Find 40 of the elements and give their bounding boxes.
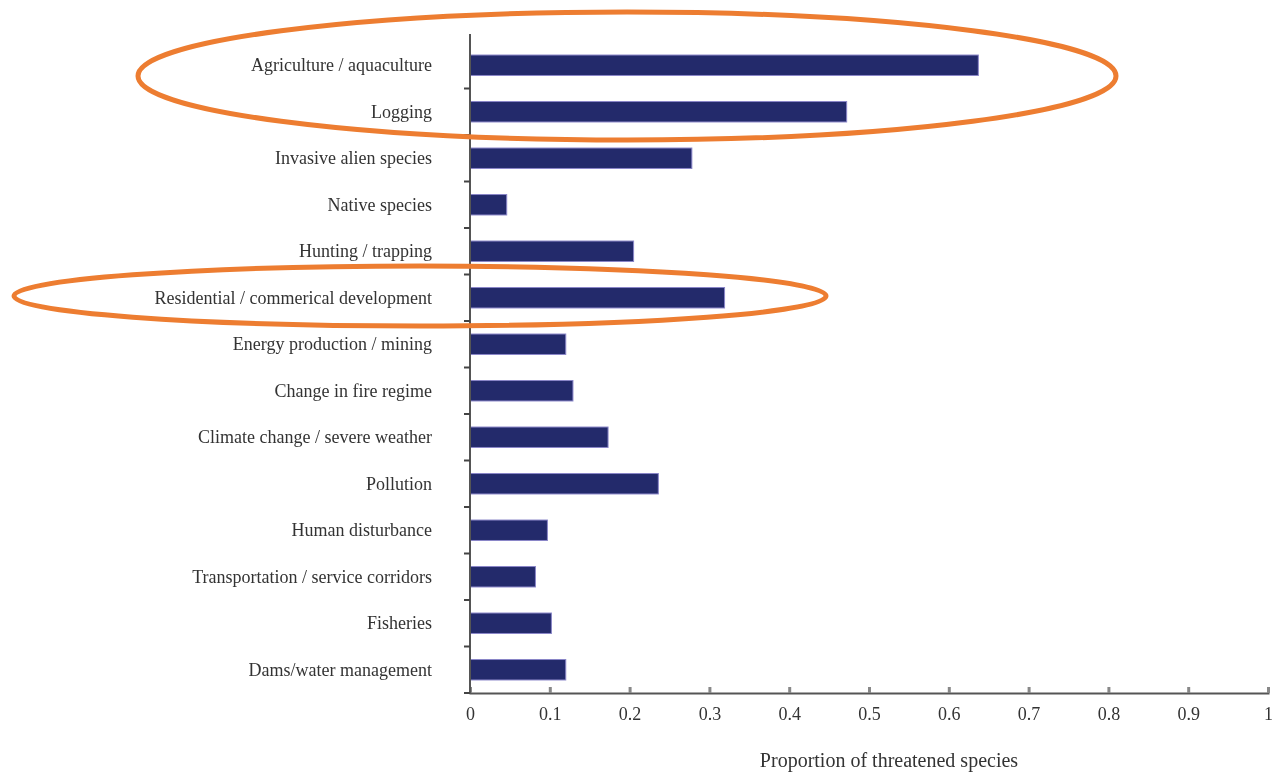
y-tick-label: Energy production / mining (232, 334, 432, 355)
bar (469, 194, 508, 216)
bar (469, 612, 552, 634)
bar (469, 566, 536, 588)
bar (469, 54, 979, 76)
x-tick-label: 0.7 (1017, 703, 1041, 724)
x-tick-label: 0.4 (778, 703, 801, 724)
x-tick-label: 0.9 (1177, 703, 1200, 724)
y-tick-label: Fisheries (367, 613, 432, 634)
y-tick-label: Pollution (365, 473, 432, 494)
bar (469, 101, 848, 123)
y-tick-label: Change in fire regime (274, 380, 432, 401)
x-tick-label: 0.2 (618, 703, 642, 724)
bar (469, 519, 548, 541)
bar (469, 147, 693, 169)
x-tick-label: 0 (466, 703, 475, 724)
bar (469, 426, 609, 448)
bar (469, 659, 567, 681)
y-tick-label: Native species (327, 194, 432, 215)
bar (469, 333, 567, 355)
y-tick-label: Climate change / severe weather (198, 427, 432, 448)
y-tick-label: Hunting / trapping (299, 241, 432, 262)
bar (469, 380, 574, 402)
bar (469, 473, 659, 495)
x-tick-label: 0.8 (1097, 703, 1121, 724)
x-tick-label: 0.3 (698, 703, 722, 724)
y-tick-label: Logging (371, 101, 432, 122)
bar (469, 287, 726, 309)
x-axis-title: Proportion of threatened species (759, 749, 1019, 772)
y-tick-label: Residential / commerical development (154, 287, 432, 308)
x-tick-label: 0.1 (539, 703, 562, 724)
y-tick-label: Agriculture / aquaculture (251, 55, 432, 76)
y-tick-label: Dams/water management (248, 659, 432, 680)
y-tick-label: Transportation / service corridors (192, 566, 432, 587)
y-tick-label: Human disturbance (291, 520, 432, 541)
x-tick-label: 0.5 (858, 703, 881, 724)
y-tick-label: Invasive alien species (275, 148, 432, 169)
x-tick-label: 0.6 (938, 703, 961, 724)
x-tick-label: 1 (1264, 703, 1273, 724)
bar (469, 240, 635, 262)
